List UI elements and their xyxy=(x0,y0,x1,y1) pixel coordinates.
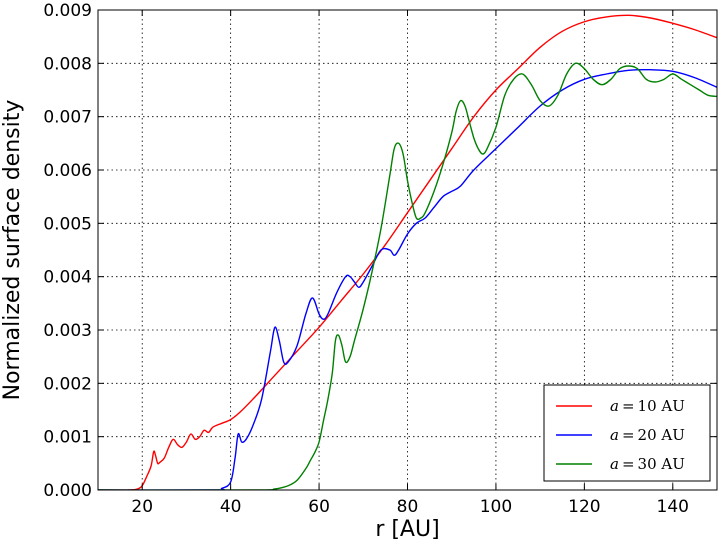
y-tick-label: 0.001 xyxy=(43,428,92,448)
ticks xyxy=(98,9,717,491)
y-tick-label: 0.008 xyxy=(43,54,92,74)
x-tick-label: 80 xyxy=(397,497,419,517)
x-tick-label: 100 xyxy=(480,497,512,517)
x-tick-label: 120 xyxy=(568,497,600,517)
series-line-3 xyxy=(98,62,717,490)
y-tick-label: 0.004 xyxy=(43,268,92,288)
series-layer xyxy=(98,14,717,490)
y-tick-label: 0.006 xyxy=(43,161,92,181)
grid xyxy=(98,10,717,490)
x-tick-label: 140 xyxy=(657,497,689,517)
legend-label: a = 20 AU xyxy=(610,426,685,444)
y-tick-label: 0.002 xyxy=(43,374,92,394)
x-tick-label: 60 xyxy=(308,497,330,517)
legend-item-1[interactable]: a = 10 AU xyxy=(556,397,685,415)
series-line-1 xyxy=(98,14,717,490)
legend-box xyxy=(543,384,711,482)
legend-label: a = 30 AU xyxy=(610,455,685,473)
x-axis-label: r [AU] xyxy=(375,517,439,542)
legend-item-2[interactable]: a = 20 AU xyxy=(556,426,685,444)
y-tick-label: 0.009 xyxy=(43,1,92,21)
y-tick-label: 0.007 xyxy=(43,108,92,128)
x-tick-label: 20 xyxy=(131,497,153,517)
tick-labels: 20 40 60 80 100 120 140 0.000 0.001 0.002 0.003 0.0… xyxy=(43,1,689,517)
y-tick-label: 0.005 xyxy=(43,214,92,234)
legend[interactable]: a = 10 AU a = 20 AU a = 30 AU xyxy=(543,384,711,482)
y-tick-label: 0.000 xyxy=(43,481,92,501)
y-tick-label: 0.003 xyxy=(43,321,92,341)
x-tick-label: 40 xyxy=(220,497,242,517)
y-axis-label: Normalized surface density xyxy=(0,100,25,401)
legend-label: a = 10 AU xyxy=(610,397,685,415)
legend-item-3[interactable]: a = 30 AU xyxy=(556,455,685,473)
series-line-2 xyxy=(98,68,717,490)
